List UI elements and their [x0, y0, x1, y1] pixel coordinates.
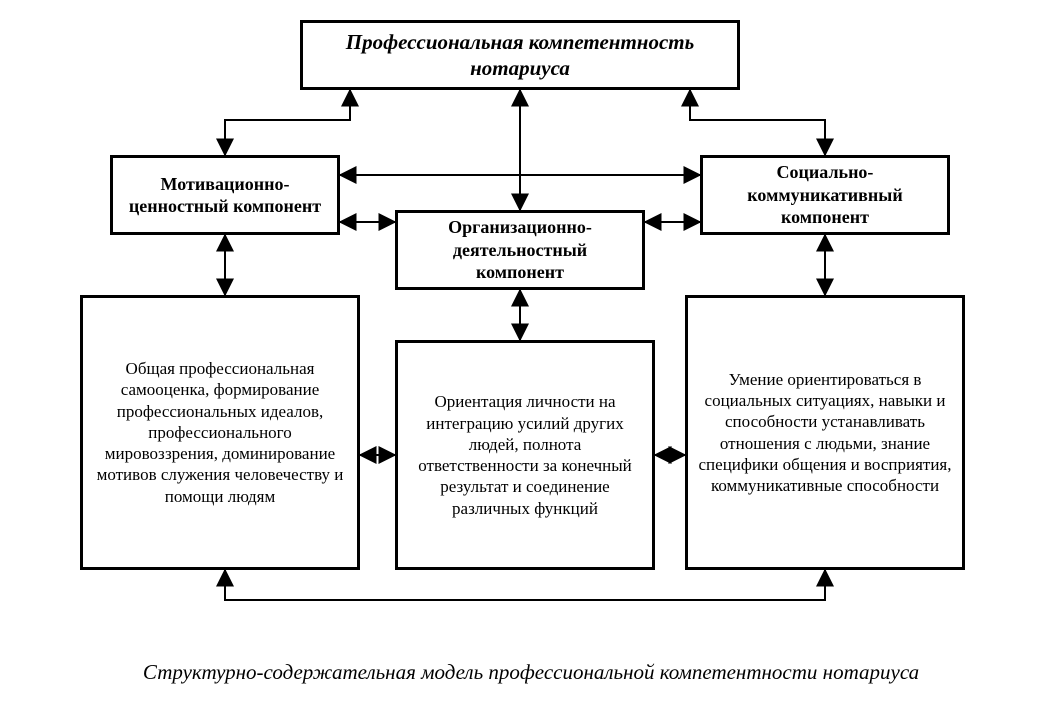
node-title: Профессиональная компетентность нотариус…: [300, 20, 740, 90]
diagram-stage: Профессиональная компетентность нотариус…: [0, 0, 1062, 706]
node-desc-right: Умение ориентироваться в социальных ситу…: [685, 295, 965, 570]
edge: [690, 90, 825, 155]
node-comp-left: Мотивационно-ценностный компонент: [110, 155, 340, 235]
node-comp-mid: Организационно-деятельностный компонент: [395, 210, 645, 290]
node-comp-right: Социально-коммуникативный компонент: [700, 155, 950, 235]
diagram-caption: Структурно-содержательная модель професс…: [0, 660, 1062, 685]
edge: [225, 570, 825, 600]
node-desc-mid: Ориентация личности на интеграцию усилий…: [395, 340, 655, 570]
edge: [225, 90, 350, 155]
node-desc-left: Общая профессиональная самооценка, форми…: [80, 295, 360, 570]
